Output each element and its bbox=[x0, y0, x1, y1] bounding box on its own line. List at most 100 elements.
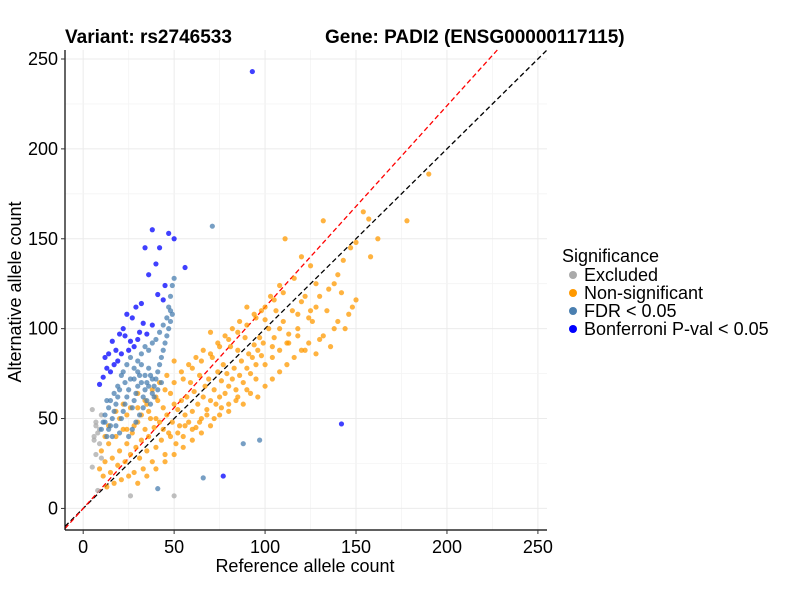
data-point bbox=[116, 448, 123, 454]
data-point bbox=[255, 347, 261, 353]
data-point bbox=[98, 426, 104, 432]
data-points bbox=[89, 68, 432, 499]
data-point bbox=[140, 394, 146, 400]
data-point bbox=[202, 383, 208, 389]
data-point bbox=[120, 326, 126, 332]
data-point bbox=[251, 342, 257, 348]
data-point bbox=[226, 408, 232, 414]
data-point bbox=[144, 331, 150, 337]
data-point bbox=[227, 344, 234, 350]
y-tick-label: 50 bbox=[38, 409, 58, 429]
data-point bbox=[127, 493, 134, 499]
data-point bbox=[200, 394, 206, 400]
data-point bbox=[320, 218, 326, 224]
data-point bbox=[207, 351, 214, 357]
data-point bbox=[262, 317, 268, 323]
data-point bbox=[171, 275, 177, 281]
data-point bbox=[166, 326, 172, 332]
data-point bbox=[151, 383, 157, 389]
x-tick-label: 100 bbox=[250, 537, 280, 557]
data-point bbox=[162, 459, 168, 465]
data-point bbox=[217, 412, 223, 418]
data-point bbox=[338, 290, 345, 296]
data-point bbox=[207, 397, 214, 404]
data-point bbox=[298, 299, 305, 305]
legend: Significance ExcludedNon-significantFDR … bbox=[562, 246, 769, 339]
data-point bbox=[160, 426, 166, 432]
data-point bbox=[289, 308, 295, 314]
data-point bbox=[166, 230, 172, 236]
data-point bbox=[180, 444, 186, 450]
data-point bbox=[313, 304, 319, 310]
data-point bbox=[111, 362, 117, 368]
data-point bbox=[116, 331, 123, 337]
data-point bbox=[249, 354, 255, 361]
data-point bbox=[262, 362, 268, 368]
data-point bbox=[93, 451, 99, 458]
data-point bbox=[124, 426, 130, 432]
legend-key bbox=[569, 307, 577, 315]
data-point bbox=[307, 263, 314, 269]
data-point bbox=[133, 419, 139, 425]
data-point bbox=[144, 448, 150, 454]
data-point bbox=[147, 415, 154, 422]
data-point bbox=[149, 340, 155, 346]
data-point bbox=[96, 381, 103, 387]
data-point bbox=[340, 257, 346, 263]
data-point bbox=[218, 378, 225, 384]
data-point bbox=[229, 376, 235, 382]
data-point bbox=[180, 376, 186, 382]
data-point bbox=[342, 326, 348, 332]
data-point bbox=[138, 351, 144, 357]
legend-label: FDR < 0.05 bbox=[584, 301, 677, 321]
data-point bbox=[258, 308, 265, 314]
data-point bbox=[191, 388, 197, 395]
data-point bbox=[129, 405, 135, 411]
data-point bbox=[209, 223, 215, 229]
data-point bbox=[129, 315, 135, 321]
data-point bbox=[211, 387, 217, 393]
data-point bbox=[360, 209, 366, 215]
data-point bbox=[217, 394, 223, 400]
data-point bbox=[266, 326, 272, 332]
data-point bbox=[153, 444, 159, 450]
data-point bbox=[235, 347, 241, 353]
data-point bbox=[375, 236, 381, 242]
data-point bbox=[135, 369, 141, 375]
data-point bbox=[133, 304, 139, 310]
data-point bbox=[171, 401, 177, 407]
data-point bbox=[149, 227, 155, 233]
chart-title-variant: Variant: rs2746533 bbox=[65, 27, 232, 48]
data-point bbox=[149, 376, 155, 382]
data-point bbox=[271, 297, 277, 303]
data-point bbox=[171, 379, 177, 386]
data-point bbox=[107, 397, 114, 404]
data-point bbox=[247, 390, 254, 396]
data-point bbox=[313, 351, 319, 357]
x-tick-label: 150 bbox=[341, 537, 371, 557]
data-point bbox=[207, 423, 214, 429]
data-point bbox=[109, 433, 115, 440]
data-point bbox=[260, 340, 266, 346]
data-point bbox=[366, 216, 372, 222]
data-point bbox=[120, 426, 126, 432]
data-point bbox=[115, 394, 121, 400]
data-point bbox=[298, 347, 305, 353]
data-point bbox=[367, 254, 374, 260]
data-point bbox=[277, 347, 283, 353]
y-tick-label: 150 bbox=[28, 229, 58, 249]
data-point bbox=[238, 358, 245, 364]
legend-title: Significance bbox=[562, 246, 659, 266]
data-point bbox=[246, 351, 252, 357]
data-point bbox=[295, 326, 301, 332]
data-point bbox=[215, 369, 221, 375]
x-tick-label: 50 bbox=[164, 537, 184, 557]
data-point bbox=[280, 318, 286, 325]
data-point bbox=[131, 469, 137, 476]
data-point bbox=[140, 466, 146, 472]
data-point bbox=[237, 372, 243, 378]
data-point bbox=[153, 336, 159, 343]
data-point bbox=[98, 455, 104, 461]
data-point bbox=[98, 412, 104, 418]
data-point bbox=[164, 372, 170, 378]
